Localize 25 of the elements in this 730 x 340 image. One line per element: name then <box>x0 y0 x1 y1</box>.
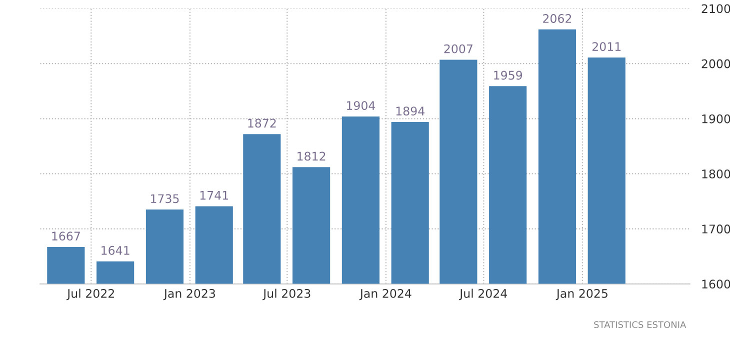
data-label: 1894 <box>396 106 424 116</box>
data-label: 2062 <box>543 14 572 23</box>
y-tick-label: 1900 <box>702 114 730 124</box>
y-tick-label: 2100 <box>702 4 730 14</box>
data-label: 2011 <box>592 42 621 52</box>
data-label: 1812 <box>298 152 326 161</box>
data-label: 1735 <box>150 194 179 204</box>
y-tick-label: 1600 <box>702 280 730 289</box>
x-tick-label: Jan 2024 <box>359 288 412 300</box>
data-label: 2007 <box>444 44 472 54</box>
x-tick-label: Jan 2025 <box>556 288 608 300</box>
data-label: 1667 <box>52 232 80 241</box>
x-tick-label: Jul 2023 <box>262 288 310 300</box>
data-label: 1641 <box>102 246 130 255</box>
x-tick-label: Jul 2022 <box>66 288 114 300</box>
x-tick-label: Jan 2023 <box>163 288 216 300</box>
data-label: 1872 <box>248 118 276 128</box>
text: STATISTICS ESTONIA <box>594 321 686 328</box>
data-label: 1741 <box>200 191 228 200</box>
y-tick-label: 1700 <box>702 224 730 234</box>
x-tick-label: Jul 2024 <box>459 288 508 300</box>
y-tick-label: 2000 <box>702 59 730 68</box>
y-tick-label: 1800 <box>702 169 730 178</box>
data-label: 1904 <box>346 101 376 110</box>
data-label: 1959 <box>494 70 522 80</box>
